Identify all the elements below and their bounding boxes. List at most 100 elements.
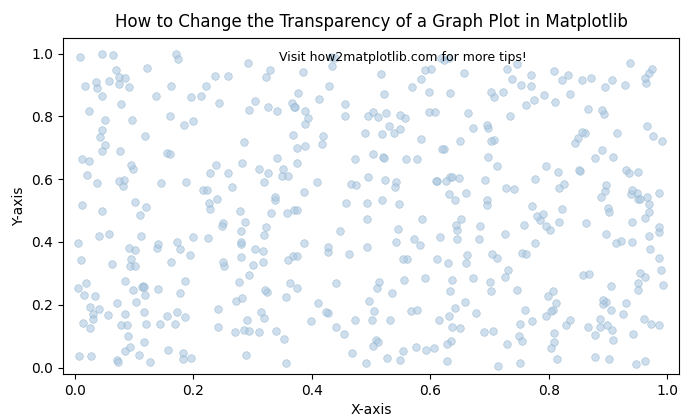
- Point: [501, 66, 512, 73]
- Point: [84, 304, 95, 310]
- Point: [236, 254, 247, 261]
- Point: [542, 292, 553, 299]
- Point: [393, 226, 404, 233]
- Point: [238, 327, 249, 333]
- Point: [402, 256, 413, 262]
- Point: [482, 122, 493, 129]
- Point: [154, 320, 165, 327]
- Point: [485, 138, 496, 145]
- Point: [515, 320, 526, 327]
- Point: [258, 179, 270, 186]
- Point: [654, 255, 665, 262]
- Point: [139, 132, 150, 139]
- Point: [515, 81, 526, 88]
- Point: [97, 207, 108, 214]
- Point: [90, 79, 101, 86]
- Point: [548, 68, 559, 74]
- Point: [116, 101, 127, 108]
- Point: [270, 197, 281, 204]
- Point: [97, 93, 108, 100]
- Point: [291, 145, 302, 152]
- Point: [234, 207, 246, 214]
- Point: [526, 318, 538, 325]
- Point: [556, 205, 568, 212]
- Point: [411, 155, 422, 162]
- Point: [202, 235, 214, 242]
- Point: [437, 146, 448, 153]
- Point: [631, 190, 643, 197]
- Point: [578, 272, 589, 279]
- Point: [399, 115, 410, 121]
- Point: [78, 291, 90, 298]
- Point: [223, 170, 234, 177]
- Point: [444, 288, 456, 295]
- Point: [584, 271, 595, 278]
- Point: [162, 149, 173, 156]
- Point: [554, 219, 565, 226]
- Point: [76, 201, 88, 208]
- Point: [393, 201, 405, 207]
- Point: [460, 189, 471, 196]
- Point: [420, 346, 431, 353]
- Point: [211, 195, 223, 202]
- Point: [600, 84, 611, 91]
- Point: [188, 234, 199, 241]
- Point: [202, 186, 213, 193]
- Point: [582, 106, 594, 113]
- Point: [407, 84, 418, 90]
- Point: [243, 106, 254, 113]
- Point: [201, 83, 212, 90]
- Point: [323, 310, 334, 317]
- Point: [434, 234, 445, 241]
- Point: [339, 113, 350, 120]
- Point: [125, 162, 136, 169]
- Point: [298, 69, 309, 76]
- Point: [359, 130, 370, 137]
- Point: [482, 197, 493, 203]
- Point: [111, 356, 122, 363]
- Point: [596, 146, 608, 153]
- Point: [113, 73, 125, 80]
- Point: [367, 108, 378, 115]
- Point: [626, 187, 638, 194]
- Point: [626, 219, 638, 226]
- Point: [368, 307, 379, 314]
- Point: [170, 50, 181, 57]
- Point: [271, 155, 282, 161]
- Point: [289, 104, 300, 110]
- Point: [589, 354, 600, 360]
- Point: [520, 250, 531, 257]
- Point: [570, 139, 581, 146]
- Point: [379, 177, 391, 184]
- Point: [606, 307, 617, 314]
- Point: [279, 336, 290, 342]
- Point: [178, 122, 190, 129]
- Point: [424, 89, 435, 96]
- Point: [526, 203, 538, 210]
- Point: [601, 322, 612, 329]
- Point: [497, 89, 508, 95]
- Point: [391, 238, 402, 245]
- Point: [186, 355, 197, 362]
- Point: [452, 226, 463, 233]
- Point: [262, 169, 273, 176]
- Point: [589, 331, 600, 338]
- Point: [475, 223, 486, 229]
- Point: [79, 83, 90, 89]
- Point: [443, 313, 454, 320]
- Point: [364, 298, 375, 304]
- Point: [607, 337, 618, 344]
- Point: [222, 72, 233, 79]
- Point: [628, 331, 639, 337]
- Point: [641, 123, 652, 129]
- Point: [75, 53, 86, 60]
- Point: [372, 285, 383, 291]
- Point: [531, 213, 542, 220]
- Point: [438, 56, 449, 63]
- Point: [595, 324, 606, 331]
- Point: [430, 178, 442, 184]
- Point: [548, 339, 559, 345]
- Point: [235, 239, 246, 246]
- Point: [398, 348, 409, 355]
- Point: [395, 357, 406, 364]
